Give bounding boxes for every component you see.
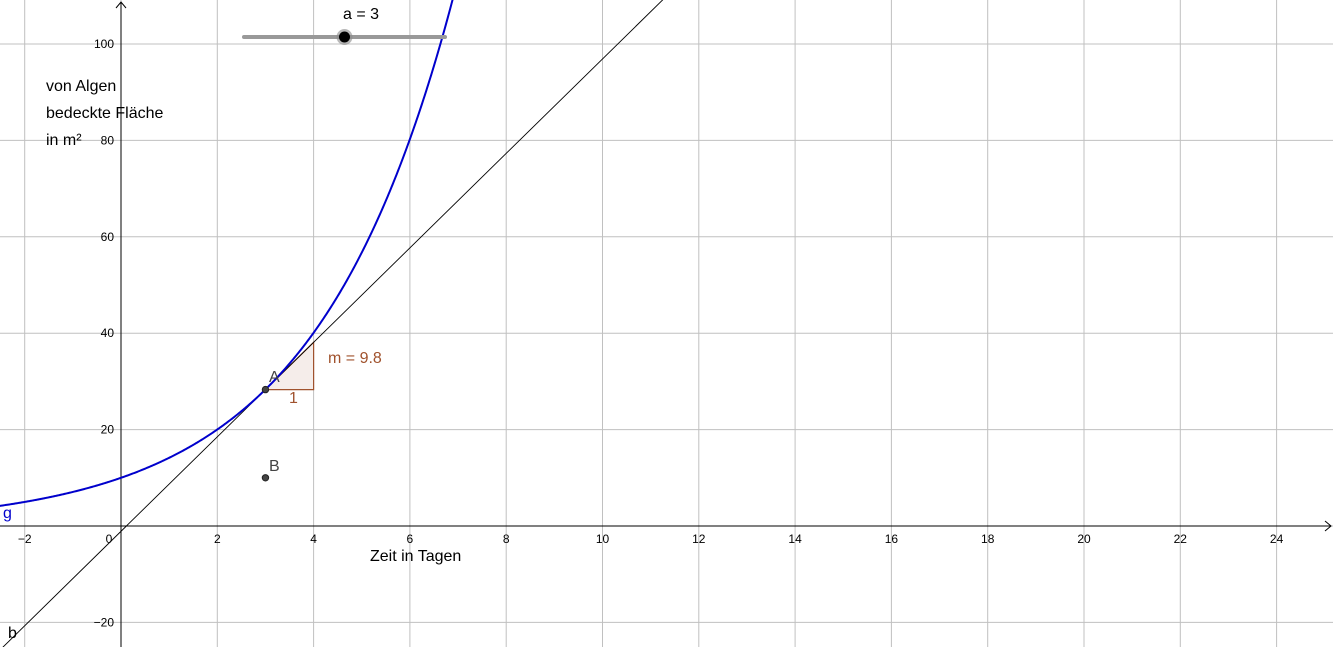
point-a-label[interactable]: A (269, 369, 280, 386)
x-tick-label: 14 (788, 532, 802, 546)
x-tick-label: −2 (18, 532, 32, 546)
slope-value-label[interactable]: m = 9.8 (328, 350, 382, 367)
x-tick-label: 2 (214, 532, 221, 546)
point-a[interactable] (261, 385, 270, 394)
point-b[interactable] (261, 474, 270, 482)
point-b-label[interactable]: B (269, 458, 280, 475)
x-tick-label: 4 (310, 532, 317, 546)
x-tick-label: 8 (503, 532, 510, 546)
curve-g[interactable] (0, 0, 468, 507)
y-axis-arrow (115, 1, 127, 9)
x-tick-label: 20 (1077, 532, 1091, 546)
x-tick-label: 22 (1174, 532, 1188, 546)
y-axis-label-line-3: in m² (46, 132, 82, 149)
x-tick-label: 24 (1270, 532, 1284, 546)
slider-knob[interactable] (339, 31, 350, 43)
tangent-b-label[interactable]: b (8, 625, 17, 642)
x-tick-label: 18 (981, 532, 995, 546)
curve-g-label[interactable]: g (3, 505, 12, 522)
x-axis-label: Zeit in Tagen (370, 548, 462, 565)
y-tick-label: 60 (101, 230, 115, 244)
y-tick-label: 100 (94, 37, 114, 51)
y-tick-label: 20 (101, 423, 115, 437)
y-tick-label: −20 (94, 615, 115, 629)
y-axis-label-line-1: von Algen (46, 78, 117, 95)
x-tick-label: 12 (692, 532, 706, 546)
x-tick-label: 10 (596, 532, 610, 546)
slope-run-label: 1 (289, 390, 298, 407)
x-axis-arrow (1324, 520, 1332, 532)
slider-caption: a = 3 (343, 6, 380, 23)
x-tick-label: 16 (885, 532, 899, 546)
y-tick-label: 80 (101, 133, 115, 147)
x-tick-label: 0 (106, 532, 113, 546)
x-tick-label: 6 (407, 532, 414, 546)
y-tick-label: 40 (101, 326, 115, 340)
tangent-line-b[interactable] (0, 0, 699, 647)
y-axis-label-line-2: bedeckte Fläche (46, 105, 164, 122)
